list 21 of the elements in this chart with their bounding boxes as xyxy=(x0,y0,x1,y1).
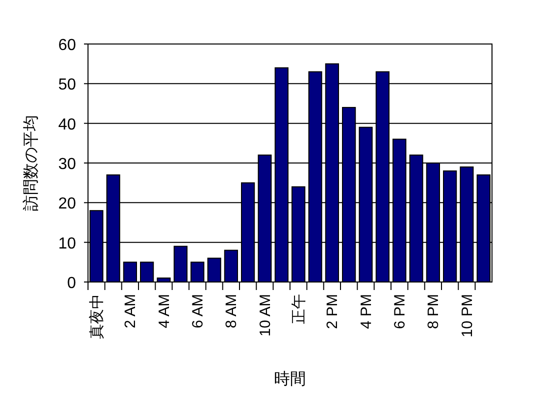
x-tick-label: 6 PM xyxy=(391,294,408,330)
x-tick-label: 2 PM xyxy=(324,294,342,330)
y-axis-title: 訪問数の平均 xyxy=(22,115,40,211)
y-tick-label: 30 xyxy=(58,156,76,173)
x-tick-label: 8 AM xyxy=(223,294,240,328)
x-tick-label: 真夜中 xyxy=(88,294,106,339)
y-tick-label: 60 xyxy=(58,37,76,54)
y-tick-label: 0 xyxy=(67,275,76,292)
x-axis-title: 時間 xyxy=(274,370,306,388)
x-tick-label: 2 AM xyxy=(122,294,140,328)
y-tick-label: 10 xyxy=(58,235,76,252)
y-tick-label: 50 xyxy=(58,76,76,94)
x-tick-label: 4 PM xyxy=(358,294,375,330)
x-tick-label: 10 PM xyxy=(458,294,476,338)
x-tick-label: 正午 xyxy=(290,294,308,324)
y-tick-label: 40 xyxy=(58,116,76,134)
x-tick-label: 10 AM xyxy=(256,294,274,337)
x-tick-label: 6 AM xyxy=(189,294,206,328)
y-tick-label: 20 xyxy=(58,196,76,213)
x-tick-label: 8 PM xyxy=(425,294,442,330)
x-tick-label: 4 AM xyxy=(156,294,173,328)
